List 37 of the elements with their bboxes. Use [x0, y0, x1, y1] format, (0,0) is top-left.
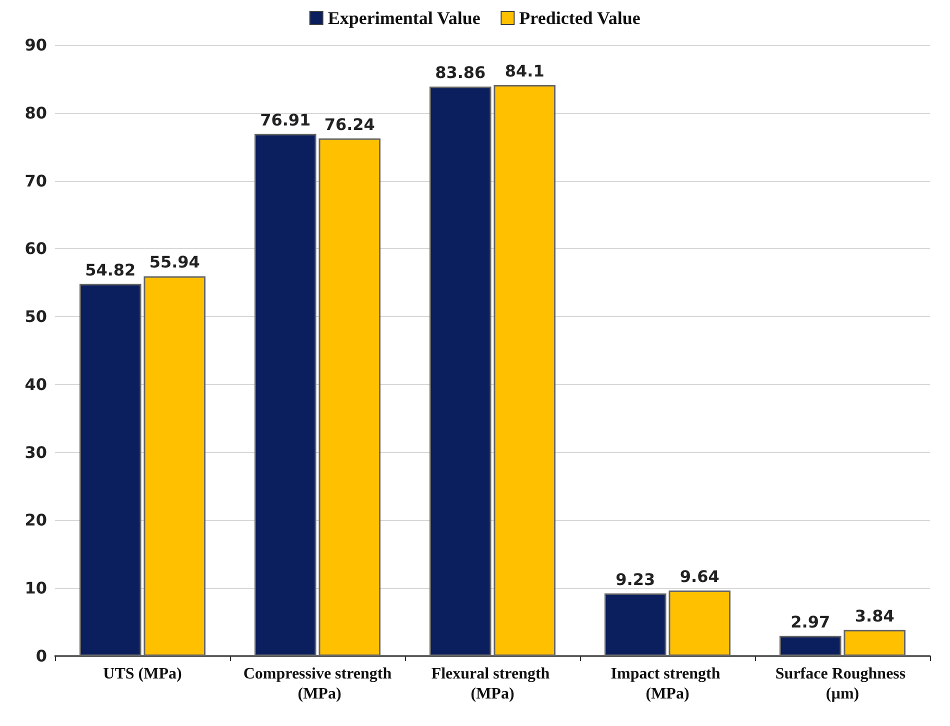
- bar: [604, 593, 666, 656]
- data-label: 84.1: [504, 62, 544, 81]
- data-label: 76.24: [324, 114, 375, 134]
- legend-label: Predicted Value: [519, 8, 640, 28]
- y-tick-label: 30: [24, 442, 47, 462]
- data-label: 76.91: [260, 110, 311, 130]
- y-tick-label: 20: [24, 510, 47, 530]
- bar: [844, 630, 906, 656]
- y-tick-label: 50: [24, 307, 47, 326]
- x-tick-label: Impact strength (MPa): [610, 666, 724, 702]
- x-tick-label: Compressive strength (MPa): [243, 666, 392, 702]
- data-label: 9.64: [680, 567, 720, 586]
- x-tick-label: UTS (MPa): [103, 666, 182, 682]
- bar: [494, 85, 556, 656]
- y-tick-label: 40: [24, 374, 47, 394]
- bar: [780, 636, 842, 656]
- data-label: 3.84: [854, 606, 894, 626]
- legend-label: Experimental Value: [328, 8, 480, 28]
- y-tick-label: 60: [24, 239, 47, 258]
- data-label: 2.97: [790, 612, 830, 632]
- x-tick-label: Flexural strength (MPa): [431, 666, 554, 702]
- bar: [318, 138, 380, 656]
- data-label: 55.94: [149, 252, 200, 272]
- bar: [668, 590, 730, 656]
- data-label: 9.23: [616, 570, 656, 589]
- bar: [430, 86, 492, 656]
- bar: [254, 134, 316, 656]
- data-label: 83.86: [435, 63, 486, 82]
- data-label: 54.82: [85, 260, 136, 280]
- bar: [144, 276, 206, 656]
- y-tick-label: 80: [24, 103, 47, 122]
- bar: [80, 284, 142, 656]
- y-tick-label: 0: [36, 646, 47, 666]
- y-tick-label: 90: [24, 36, 47, 54]
- y-tick-label: 70: [24, 171, 47, 190]
- y-tick-label: 10: [24, 578, 47, 598]
- x-tick-label: Surface Roughness (µm): [775, 666, 910, 702]
